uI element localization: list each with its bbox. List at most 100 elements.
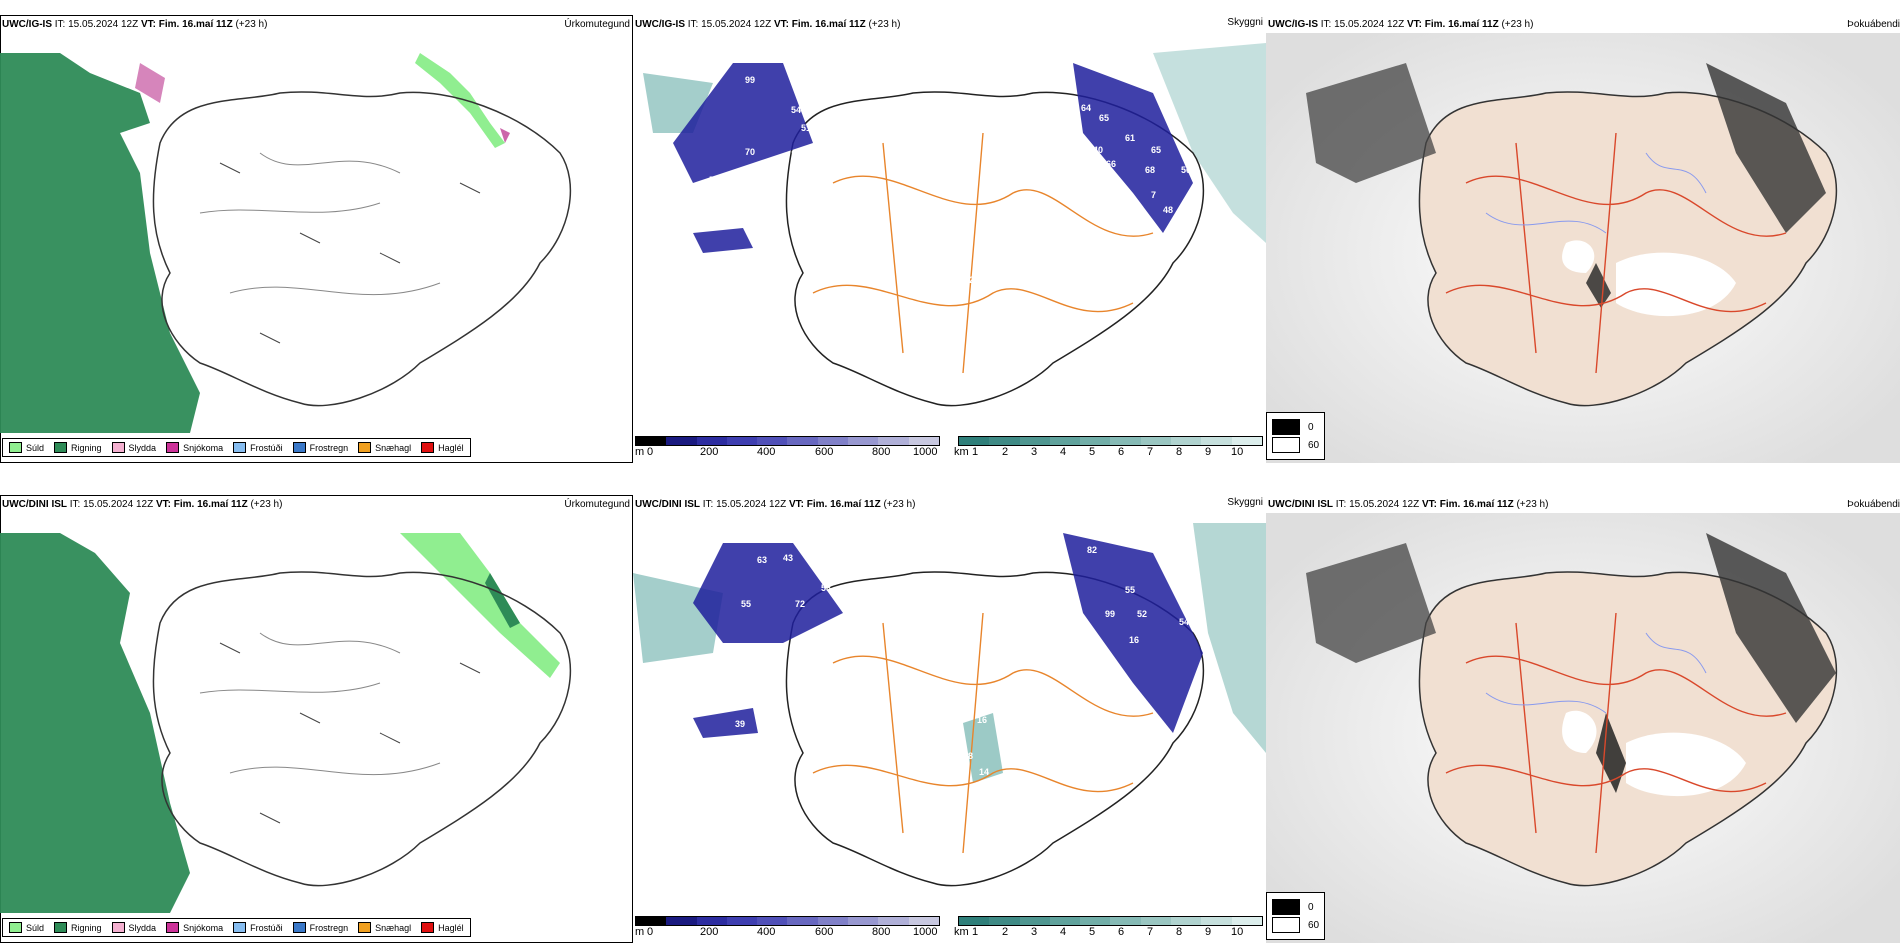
colorbar-unit: m xyxy=(635,926,645,938)
precip-type-legend: Súld Rigning Slydda Snjókoma Frostúði Fr… xyxy=(2,918,471,937)
precip-map xyxy=(0,53,572,433)
legend-swatch-snow-pellets xyxy=(358,922,372,933)
colorbar-swatch xyxy=(1110,917,1141,925)
colorbar-swatch xyxy=(1080,917,1111,925)
legend-swatch-drizzle xyxy=(9,442,22,453)
legend-swatch-freezing-rain xyxy=(292,922,306,933)
legend-item: Súld xyxy=(9,442,44,453)
colorbar-swatch xyxy=(636,437,667,445)
colorbar-swatch xyxy=(1171,437,1202,445)
fog-index-label: Þokuábendi xyxy=(1847,19,1900,30)
colorbar-tick: 5 xyxy=(1089,446,1096,458)
legend-swatch-sleet xyxy=(111,922,125,933)
colorbar-tick: 0 xyxy=(647,926,654,938)
legend-item: Rigning xyxy=(54,922,102,933)
point-label: 40 xyxy=(845,595,855,605)
colorbar-swatch xyxy=(908,437,939,445)
legend-item: Frostúði xyxy=(233,922,283,933)
ceiling-colorbar: m 0 200 400 600 800 1000 xyxy=(635,916,940,943)
colorbar-tick: 4 xyxy=(1060,446,1067,458)
precip-type-legend: Súld Rigning Slydda Snjókoma Frostúði Fr… xyxy=(2,438,471,457)
point-label: 26 xyxy=(969,275,979,285)
colorbar-swatch xyxy=(989,437,1020,445)
point-label: 65 xyxy=(1099,113,1109,123)
point-label: 54 xyxy=(791,105,801,115)
colorbar-tick: 1 xyxy=(972,926,979,938)
colorbar-tick: 400 xyxy=(757,446,776,458)
colorbar-swatch xyxy=(817,917,849,925)
precip-type-label: Úrkomutegund xyxy=(564,19,630,30)
colorbar-swatch xyxy=(1080,437,1111,445)
point-label: 99 xyxy=(1105,609,1115,619)
colorbar-swatch xyxy=(1171,917,1202,925)
point-label: 68 xyxy=(1145,165,1155,175)
cloud-panel-row2: UWC/DINI ISL IT: 15.05.2024 12Z VT: Fim.… xyxy=(633,495,1266,943)
fog-index-legend: 0 60 xyxy=(1266,892,1326,940)
fog-legend-row: 0 xyxy=(1272,899,1319,915)
point-label: 16 xyxy=(1129,635,1139,645)
colorbar-tick: 5 xyxy=(1089,926,1096,938)
point-label: 18 xyxy=(791,149,801,159)
colorbar-swatch xyxy=(959,437,990,445)
colorbar-tick: 600 xyxy=(815,446,834,458)
colorbar-swatch xyxy=(757,917,788,925)
colorbar-tick: 1000 xyxy=(913,926,938,938)
fog-legend-row: 60 xyxy=(1272,917,1319,933)
fog-map xyxy=(1266,33,1900,463)
legend-item: Snæhagl xyxy=(358,922,411,933)
cloud-map: 99 54 51 70 18 57 46 8 26 64 65 61 40 16… xyxy=(643,43,1266,407)
colorbar-swatch xyxy=(757,437,788,445)
legend-swatch-freezing-drizzle xyxy=(233,442,247,453)
colorbar-swatch xyxy=(1201,917,1232,925)
panel-title: UWC/DINI ISL IT: 15.05.2024 12Z VT: Fim.… xyxy=(635,499,916,510)
point-label: 66 xyxy=(1155,545,1165,555)
fog-panel-row1: UWC/IG-IS IT: 15.05.2024 12Z VT: Fim. 16… xyxy=(1266,15,1900,463)
fog-map xyxy=(1266,513,1900,943)
point-label: 38 xyxy=(963,751,973,761)
colorbar-swatch xyxy=(817,437,849,445)
colorbar-swatch xyxy=(989,917,1020,925)
point-label: 46 xyxy=(733,249,743,259)
colorbar-swatch xyxy=(959,917,990,925)
colorbar-tick: 7 xyxy=(1147,446,1154,458)
point-label: 51 xyxy=(801,123,811,133)
ceiling-colorbar: m 0 200 400 600 800 1000 xyxy=(635,436,940,463)
point-label: 54 xyxy=(1179,617,1189,627)
point-label: 166 xyxy=(1101,159,1116,169)
fog-legend-swatch-dark xyxy=(1272,419,1300,435)
visibility-label: Skyggni xyxy=(1227,497,1263,508)
colorbar-swatch xyxy=(696,437,727,445)
point-label: 8 xyxy=(707,257,712,267)
colorbar-swatch xyxy=(848,917,879,925)
colorbar-tick: 1 xyxy=(972,446,979,458)
precip-map xyxy=(0,533,572,913)
ceiling-colorbar-swatches xyxy=(635,436,940,446)
colorbar-swatch xyxy=(908,917,939,925)
colorbar-swatch xyxy=(1140,437,1172,445)
fog-legend-swatch-dark xyxy=(1272,899,1300,915)
fog-legend-row: 0 xyxy=(1272,419,1319,435)
point-label: 52 xyxy=(1137,609,1147,619)
legend-item: Slydda xyxy=(111,442,156,453)
legend-item: Haglél xyxy=(421,922,464,933)
visibility-colorbar: km 1 2 3 4 5 6 7 8 9 10 xyxy=(954,916,1263,943)
panel-title: UWC/IG-IS IT: 15.05.2024 12Z VT: Fim. 16… xyxy=(1268,19,1534,30)
point-label: 43 xyxy=(783,553,793,563)
legend-item: Súld xyxy=(9,922,44,933)
legend-item: Snæhagl xyxy=(358,442,411,453)
colorbar-swatch xyxy=(1049,917,1081,925)
point-label: 64 xyxy=(1081,103,1091,113)
colorbar-swatch xyxy=(1110,437,1141,445)
precip-type-label: Úrkomutegund xyxy=(564,499,630,510)
point-label: 16 xyxy=(977,715,987,725)
colorbar-tick: 8 xyxy=(1176,446,1183,458)
legend-item: Haglél xyxy=(421,442,464,453)
colorbar-tick: 200 xyxy=(700,446,719,458)
colorbar-swatch xyxy=(878,917,909,925)
colorbar-tick: 400 xyxy=(757,926,776,938)
colorbar-unit: km xyxy=(954,446,969,458)
legend-swatch-snow-pellets xyxy=(358,442,372,453)
legend-item: Frostúði xyxy=(233,442,283,453)
point-label: 48 xyxy=(1163,205,1173,215)
colorbar-unit: m xyxy=(635,446,645,458)
